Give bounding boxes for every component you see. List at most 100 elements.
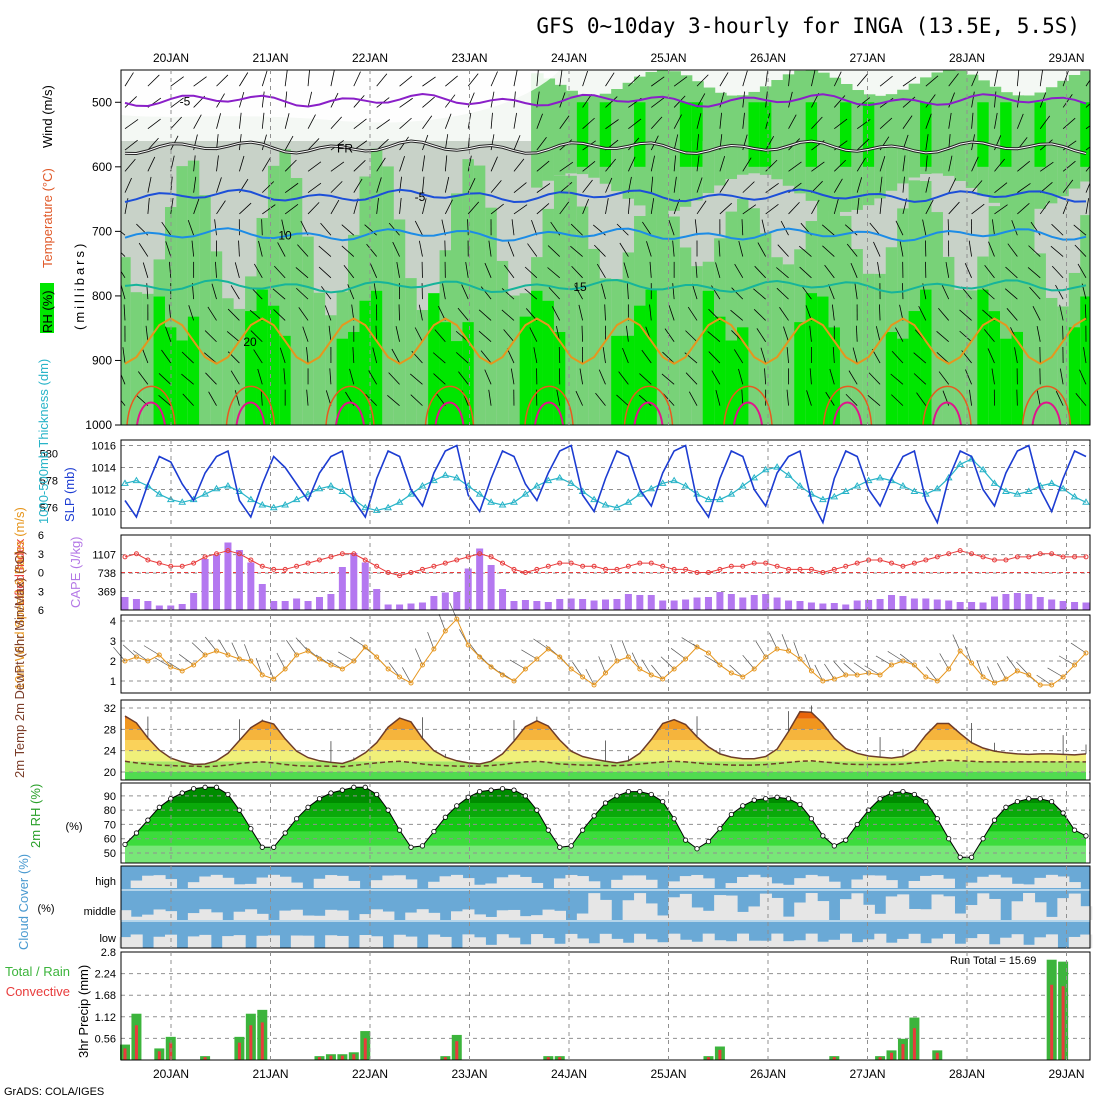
rh-marker bbox=[145, 817, 151, 823]
precip-tick-label: 0.56 bbox=[95, 1033, 116, 1045]
rh-band-bright bbox=[519, 316, 533, 425]
thickness-marker bbox=[212, 484, 221, 492]
cloud-block bbox=[222, 877, 235, 888]
cape-bar bbox=[888, 595, 896, 610]
wind-barb bbox=[719, 179, 729, 193]
cloud-block bbox=[462, 909, 475, 920]
wind10m-marker bbox=[751, 666, 757, 672]
wind-barb bbox=[594, 244, 606, 257]
wind-barb bbox=[121, 270, 126, 279]
rh-marker bbox=[465, 794, 471, 800]
rh-marker bbox=[545, 827, 551, 833]
rh-band-bright-upper bbox=[839, 102, 853, 167]
isotherm-22-loop bbox=[822, 385, 873, 425]
cape-bar bbox=[910, 598, 918, 610]
rh-band-bright-upper bbox=[759, 102, 773, 167]
wind10m-barb bbox=[438, 614, 446, 632]
li-marker bbox=[889, 560, 895, 566]
precip-conv-bar bbox=[134, 1025, 138, 1060]
wind-barb bbox=[258, 240, 263, 257]
wind-barb bbox=[856, 157, 866, 172]
rh-marker bbox=[1037, 796, 1043, 802]
cloud-block bbox=[393, 875, 406, 888]
thickness-slp-frame bbox=[120, 439, 1091, 529]
wind-barb bbox=[295, 267, 309, 279]
wind-barb bbox=[753, 309, 766, 321]
wind-barb bbox=[170, 97, 184, 108]
wind-barb bbox=[547, 267, 560, 279]
rh-marker bbox=[808, 816, 815, 822]
precip-conv-bar bbox=[363, 1038, 367, 1060]
wind10m-marker bbox=[991, 680, 997, 686]
wind-barb bbox=[869, 222, 881, 236]
top-date-label: 29JAN bbox=[1048, 51, 1084, 65]
cape-bar bbox=[865, 600, 873, 610]
wind10m-marker bbox=[236, 656, 242, 662]
cape-bar bbox=[624, 594, 632, 610]
wind-barb bbox=[559, 200, 570, 215]
wind10m-barb bbox=[388, 662, 400, 678]
cape-bar bbox=[441, 592, 449, 610]
ylabel-lifted-index: Lifted Index bbox=[12, 538, 27, 606]
cloud-level-label: high bbox=[95, 876, 116, 888]
isotherm-22-loop bbox=[623, 385, 674, 425]
wind10m-marker bbox=[591, 682, 597, 688]
rh-band-mid bbox=[233, 308, 247, 425]
wind-barb bbox=[971, 203, 985, 215]
wind-barb bbox=[776, 287, 789, 300]
rh-band-mid bbox=[1023, 198, 1036, 425]
wind-barb bbox=[193, 114, 202, 129]
precip-conv-bar bbox=[260, 1022, 264, 1060]
rh-band-bright bbox=[531, 290, 544, 425]
wind10m-marker bbox=[1014, 668, 1020, 674]
wind10m-marker bbox=[980, 674, 986, 680]
cape-bar bbox=[304, 601, 312, 610]
thickness-marker bbox=[487, 498, 495, 505]
rh-band-bright bbox=[267, 305, 281, 425]
wind-barb bbox=[983, 329, 995, 342]
top-date-label: 27JAN bbox=[849, 51, 885, 65]
wind10m-barb bbox=[793, 641, 801, 660]
wind10m-marker bbox=[969, 660, 975, 666]
wind10m-marker bbox=[1083, 650, 1089, 656]
wind10m-barb bbox=[1006, 656, 1018, 672]
rh-marker bbox=[431, 828, 437, 835]
cloud-block bbox=[839, 933, 853, 948]
wind-barb bbox=[642, 221, 652, 236]
rh-band-mid bbox=[656, 192, 670, 425]
wind-barb bbox=[501, 309, 515, 321]
cape-bar bbox=[750, 595, 758, 610]
rh-band-upper bbox=[908, 83, 922, 178]
wind-barb bbox=[551, 306, 561, 321]
rh-band-bright-upper bbox=[1080, 102, 1090, 167]
li-marker bbox=[156, 560, 162, 566]
wind-barb bbox=[414, 220, 423, 236]
cloud-block bbox=[965, 882, 978, 888]
wind-barb bbox=[398, 304, 400, 321]
wind10m-barb bbox=[521, 649, 538, 660]
rh-band-upper bbox=[931, 72, 945, 174]
wind10m-barb bbox=[843, 662, 858, 676]
wind10m-barb bbox=[814, 664, 824, 682]
wind-barb bbox=[1075, 393, 1087, 406]
cloud-block bbox=[737, 933, 750, 948]
wind10m-marker bbox=[282, 666, 288, 672]
wind-barb bbox=[828, 284, 835, 300]
cloud-block bbox=[222, 936, 235, 948]
wind10m-marker bbox=[328, 662, 334, 668]
wind-barb bbox=[490, 134, 495, 151]
wind10m-marker bbox=[694, 644, 700, 650]
wind-barb bbox=[261, 112, 265, 129]
cloud-block bbox=[279, 876, 292, 888]
top-date-label: 25JAN bbox=[650, 51, 686, 65]
precip-conv-bar bbox=[546, 1057, 550, 1060]
thickness-marker bbox=[658, 479, 667, 486]
rh-marker bbox=[877, 796, 883, 802]
rh-band-bright-upper bbox=[691, 102, 704, 167]
thickness-marker bbox=[727, 490, 736, 497]
wind-barb bbox=[788, 201, 800, 215]
cloud-block bbox=[130, 934, 143, 948]
cloud-block bbox=[691, 941, 704, 948]
wind-barb bbox=[467, 73, 479, 87]
precip-tick-label: 1.12 bbox=[95, 1012, 116, 1024]
